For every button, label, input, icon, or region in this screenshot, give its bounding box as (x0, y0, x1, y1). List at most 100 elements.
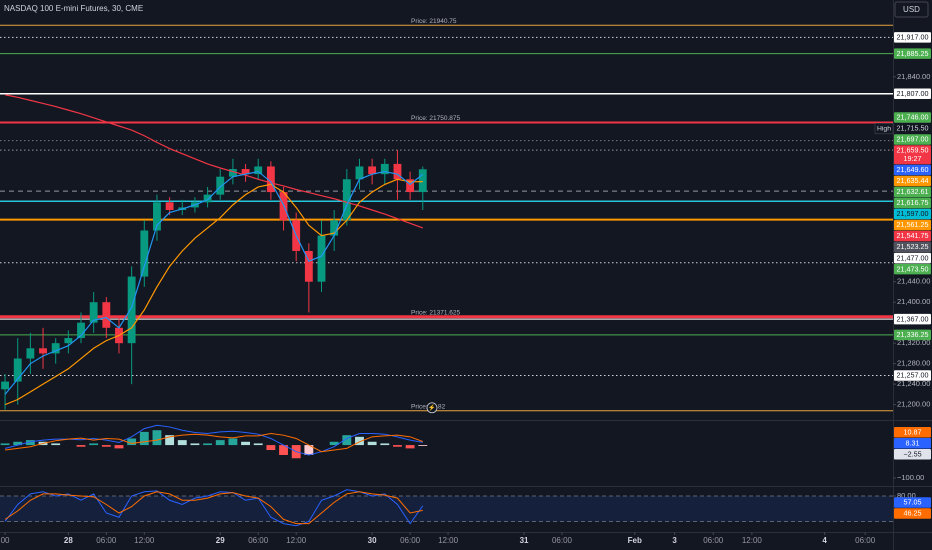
price-label-box (894, 164, 931, 176)
price-label-box (894, 437, 931, 449)
x-tick-label: 3 (672, 536, 677, 545)
price-tag: High (877, 126, 891, 133)
price-label-box (894, 123, 931, 134)
macd-histogram-bar (215, 440, 225, 446)
macd-line (4, 424, 423, 456)
candle-body (203, 194, 212, 203)
macd-histogram-bar (279, 445, 288, 455)
macd-histogram-bar (114, 445, 124, 449)
candle-body (13, 358, 22, 382)
price-label-box (894, 134, 931, 145)
moving-average (4, 94, 423, 229)
price-label-box (894, 448, 931, 460)
price-label-box (894, 241, 931, 253)
macd-histogram-bar (25, 440, 35, 446)
y-tick-label: 21,840.00 (897, 72, 930, 81)
stoch-line (4, 489, 424, 527)
y-tick-label: 80.00 (897, 491, 916, 500)
candle-body (380, 163, 389, 175)
macd-histogram-bar (253, 443, 263, 446)
macd-histogram-bar (0, 443, 10, 446)
price-label-box (894, 508, 931, 519)
currency[interactable]: USD (903, 5, 920, 14)
y-tick-label: 21,240.00 (897, 379, 930, 388)
price-label: 21,635.44 (897, 176, 929, 185)
price-label: 21,885.25 (897, 49, 929, 58)
level-label: Price: 21940.75 (411, 18, 457, 25)
price-label: 46.25 (904, 509, 922, 518)
macd-histogram-bar (418, 445, 428, 446)
candle-body (254, 166, 263, 175)
candle-body (406, 179, 415, 193)
price-label-box (894, 370, 931, 381)
candle-body (241, 169, 250, 175)
price-label-box (894, 186, 931, 198)
candle-body (127, 276, 136, 344)
candle-body (1, 381, 9, 390)
candle-body (317, 235, 326, 282)
x-tick-label: 29 (216, 536, 225, 545)
x-tick-label: 28 (64, 536, 73, 545)
macd-histogram-bar (139, 431, 149, 446)
level-label: Price: 21750.875 (411, 115, 461, 122)
price-label: 21,659.50 (897, 146, 929, 155)
price-label: 21,597.00 (897, 209, 929, 218)
price-label-box (894, 219, 931, 231)
price-label-box (894, 175, 931, 187)
x-tick-label: 06:00 (248, 536, 269, 545)
chart-title: NASDAQ 100 E-mini Futures, 30, CME (4, 4, 143, 13)
x-tick-label: Feb (628, 536, 642, 545)
currency-button[interactable] (894, 1, 929, 18)
candle-body (165, 202, 174, 210)
price-label-box (894, 197, 931, 209)
x-tick-label: 12:00 (742, 536, 763, 545)
y-tick-label: 21,440.00 (897, 277, 930, 286)
price-label: 21,561.25 (897, 220, 929, 229)
candle-body (228, 169, 237, 177)
price-label-box (894, 208, 931, 220)
x-tick-label: 06:00 (552, 536, 573, 545)
price-label: −2.55 (903, 449, 921, 458)
x-tick-label: 12:00 (286, 536, 307, 545)
y-tick-label: 21,200.00 (897, 400, 930, 409)
level-suffix: 82 (438, 403, 446, 410)
x-tick-label: 00 (1, 536, 10, 545)
price-label-box (894, 32, 931, 43)
price-label-box (894, 426, 931, 438)
stoch-band (0, 496, 893, 522)
price-label: 21,367.00 (897, 314, 929, 323)
level-label: Price: 21371.625 (411, 309, 461, 316)
price-label-box (894, 112, 931, 123)
macd-histogram-bar (342, 435, 352, 446)
price-label-box (894, 48, 931, 59)
candle-body (266, 166, 275, 193)
x-tick-label: 12:00 (134, 536, 155, 545)
candle-body (26, 348, 35, 359)
macd-histogram-bar (380, 443, 390, 446)
candle-body (355, 166, 364, 180)
price-label: 21,541.75 (897, 231, 929, 240)
price-label: 21,746.00 (897, 113, 929, 122)
candle-body (216, 176, 225, 195)
price-label: 10.87 (904, 427, 922, 436)
stoch-line (4, 491, 423, 525)
candle-body (89, 302, 98, 323)
y-tick-label: 21,280.00 (897, 359, 930, 368)
macd-histogram-bar (76, 445, 86, 447)
level-label: Price: (411, 403, 428, 410)
price-label: 21,616.75 (897, 198, 929, 207)
price-label: 21,632.61 (897, 187, 929, 196)
macd-histogram-bar (89, 443, 99, 446)
macd-histogram-bar (355, 436, 364, 446)
price-label: 21,336.25 (897, 330, 929, 339)
price-label: 21,917.00 (897, 33, 929, 42)
candle-body (418, 169, 427, 193)
macd-histogram-bar (51, 443, 61, 446)
y-tick-label: 21,400.00 (897, 297, 930, 306)
x-tick-label: 06:00 (96, 536, 117, 545)
macd-histogram-bar (152, 430, 162, 446)
countdown: 19:27 (904, 154, 922, 163)
price-label-box (894, 329, 931, 341)
price-label: 21,715.50 (897, 124, 929, 133)
